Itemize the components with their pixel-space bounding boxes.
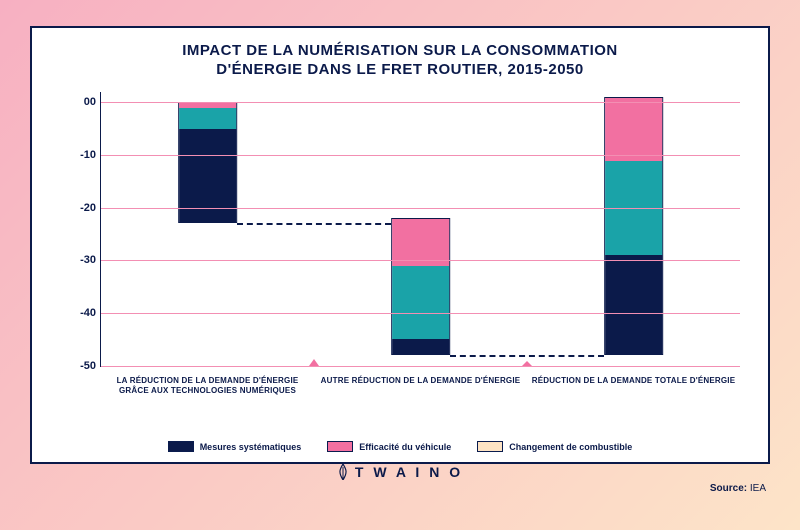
title-line-1: IMPACT DE LA NUMÉRISATION SUR LA CONSOMM…: [182, 42, 618, 59]
bar: [391, 218, 451, 355]
legend-item: Changement de combustible: [477, 441, 632, 452]
bar: [604, 97, 664, 356]
gridline: [101, 155, 740, 156]
gridline: [101, 102, 740, 103]
categories: LA RÉDUCTION DE LA DEMANDE D'ÉNERGIE GRÂ…: [101, 92, 740, 367]
legend-swatch: [477, 441, 503, 452]
chart-area: LA RÉDUCTION DE LA DEMANDE D'ÉNERGIE GRÂ…: [50, 86, 750, 438]
ytick-label: -50: [56, 360, 96, 372]
legend: Mesures systématiques Efficacité du véhic…: [50, 441, 750, 452]
bar-segment: [392, 339, 450, 355]
chart-board: IMPACT DE LA NUMÉRISATION SUR LA CONSOMM…: [30, 26, 770, 464]
legend-swatch: [168, 441, 194, 452]
bar-segment: [605, 98, 663, 161]
plot: LA RÉDUCTION DE LA DEMANDE D'ÉNERGIE GRÂ…: [100, 92, 740, 368]
bar-segment: [179, 108, 237, 129]
legend-swatch: [327, 441, 353, 452]
ytick-label: 00: [56, 96, 96, 108]
connector-line: [450, 355, 603, 357]
bar-segment: [605, 255, 663, 355]
baseline-peak: [522, 361, 532, 366]
source-value: IEA: [750, 483, 766, 494]
category-column: RÉDUCTION DE LA DEMANDE TOTALE D'ÉNERGIE: [527, 92, 740, 367]
ytick-label: -30: [56, 254, 96, 266]
bar-segment: [392, 266, 450, 339]
gridline: [101, 208, 740, 209]
legend-label: Changement de combustible: [509, 442, 632, 452]
legend-item: Mesures systématiques: [168, 441, 302, 452]
connector-line: [237, 223, 390, 225]
source-label: Source:: [710, 483, 747, 494]
title-line-2: D'ÉNERGIE DANS LE FRET ROUTIER, 2015-205…: [216, 61, 584, 78]
ytick-label: -40: [56, 307, 96, 319]
bar: [178, 102, 238, 223]
legend-label: Efficacité du véhicule: [359, 442, 451, 452]
ytick-label: -20: [56, 202, 96, 214]
category-column: AUTRE RÉDUCTION DE LA DEMANDE D'ÉNERGIE: [314, 92, 527, 367]
category-label: AUTRE RÉDUCTION DE LA DEMANDE D'ÉNERGIE: [314, 376, 527, 386]
outer-frame: IMPACT DE LA NUMÉRISATION SUR LA CONSOMM…: [0, 0, 800, 530]
source: Source: IEA: [710, 483, 766, 494]
category-label: LA RÉDUCTION DE LA DEMANDE D'ÉNERGIE GRÂ…: [101, 376, 314, 395]
category-column: LA RÉDUCTION DE LA DEMANDE D'ÉNERGIE GRÂ…: [101, 92, 314, 367]
bar-segment: [392, 219, 450, 266]
gridline: [101, 313, 740, 314]
category-label: RÉDUCTION DE LA DEMANDE TOTALE D'ÉNERGIE: [527, 376, 740, 386]
gridline: [101, 260, 740, 261]
ytick-label: -10: [56, 149, 96, 161]
brand-logo: T W A I N O: [30, 464, 770, 480]
leaf-icon: [337, 464, 349, 480]
chart-title: IMPACT DE LA NUMÉRISATION SUR LA CONSOMM…: [50, 42, 750, 80]
gridline: [101, 366, 740, 367]
legend-label: Mesures systématiques: [200, 442, 302, 452]
brand-text: T W A I N O: [355, 464, 463, 480]
footer: T W A I N O Source: IEA: [30, 464, 770, 494]
legend-item: Efficacité du véhicule: [327, 441, 451, 452]
baseline-peak: [309, 359, 319, 366]
